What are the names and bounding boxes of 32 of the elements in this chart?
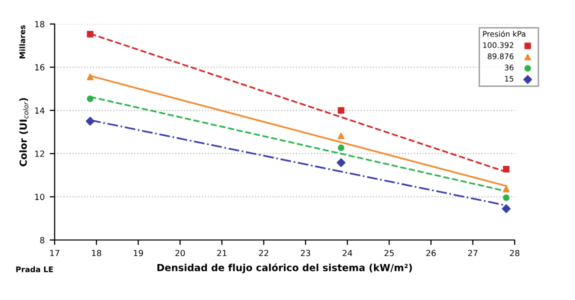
point	[502, 194, 510, 201]
point	[336, 158, 346, 168]
y-tick-label: 12	[35, 150, 44, 157]
x-tick-label: 21	[217, 250, 226, 256]
x-tick-label: 28	[510, 250, 520, 256]
y-tick-label: 8	[40, 236, 44, 244]
point	[338, 107, 344, 114]
y-tick-label: 10	[35, 194, 44, 200]
y-tick-label: 16	[35, 64, 44, 70]
x-tick-label: 25	[384, 250, 394, 256]
x-tick-label: 23	[300, 250, 310, 256]
point	[502, 186, 510, 192]
point	[338, 132, 344, 140]
point	[502, 204, 511, 214]
x-tick-label: 27	[468, 250, 478, 256]
x-axis-title: Densidad de flujo calórico del sistema (kW/m²)	[157, 263, 412, 274]
y-axis-title: Color (UI$_{color}$)	[19, 98, 28, 166]
point	[502, 166, 510, 172]
x-tick-label: 24	[342, 250, 352, 256]
x-tick-label: 18	[92, 250, 102, 256]
x-tick-label: 22	[259, 250, 268, 256]
point	[86, 30, 94, 38]
x-tick-label: 26	[426, 250, 436, 256]
x-tick-label: 19	[134, 250, 143, 256]
point	[338, 144, 344, 152]
y-tick-label: 18	[35, 20, 44, 28]
point	[86, 95, 94, 102]
point	[86, 116, 95, 126]
x-tick-label: 20	[175, 250, 185, 256]
y-tick-label: 14	[35, 107, 44, 114]
point	[86, 74, 94, 80]
x-tick-label: 17	[50, 250, 60, 256]
